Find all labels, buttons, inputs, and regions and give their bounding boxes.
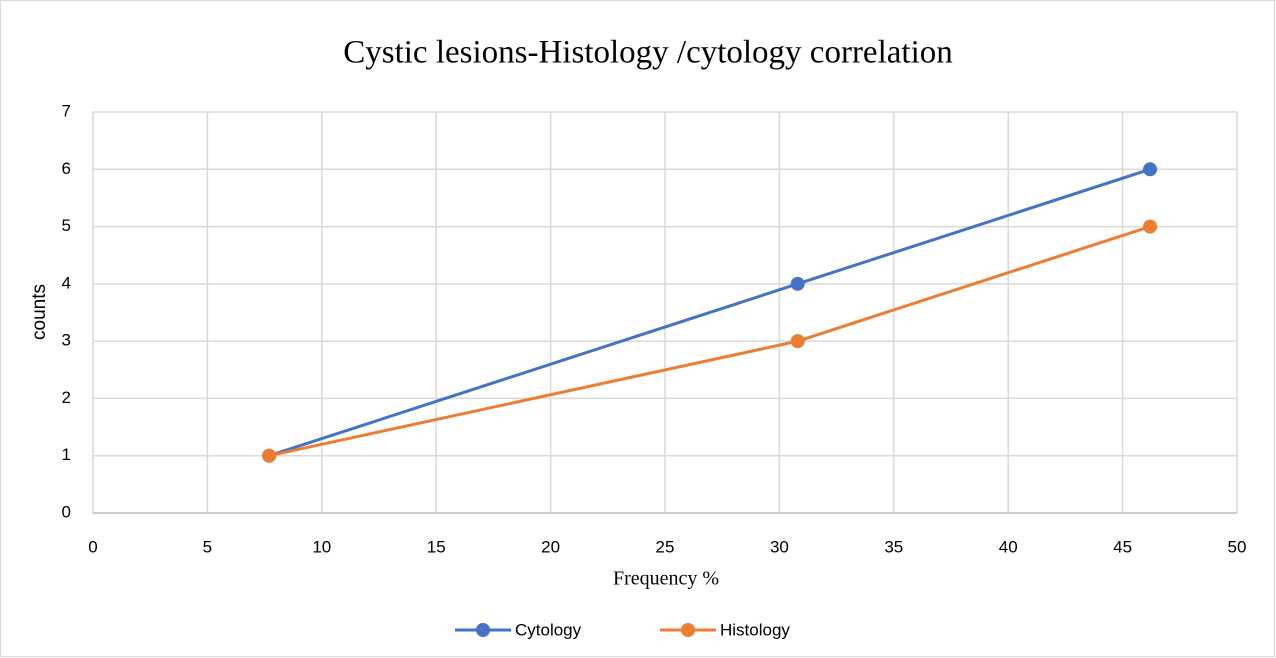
y-tick-label: 1 <box>62 445 71 464</box>
series-point <box>262 448 277 463</box>
x-tick-label: 20 <box>541 537 560 556</box>
series-point <box>790 276 805 291</box>
x-tick-label: 5 <box>203 537 212 556</box>
x-tick-label: 50 <box>1228 537 1247 556</box>
y-tick-label: 2 <box>62 388 71 407</box>
y-tick-label: 6 <box>62 159 71 178</box>
x-tick-label: 25 <box>656 537 675 556</box>
x-axis-title: Frequency % <box>613 568 719 590</box>
x-tick-label: 45 <box>1113 537 1132 556</box>
series-point <box>1143 162 1158 177</box>
y-tick-label: 5 <box>62 216 71 235</box>
x-tick-label: 15 <box>427 537 446 556</box>
y-tick-label: 3 <box>62 331 71 350</box>
chart-title: Cystic lesions-Histology /cytology corre… <box>343 35 953 71</box>
y-tick-label: 7 <box>62 101 71 120</box>
legend-label: Histology <box>720 620 790 639</box>
series-point <box>1143 219 1158 234</box>
series-point <box>790 334 805 349</box>
x-tick-label: 10 <box>312 537 331 556</box>
legend-marker <box>476 623 490 637</box>
y-tick-label: 0 <box>62 502 71 521</box>
x-tick-label: 0 <box>88 537 97 556</box>
x-tick-label: 35 <box>884 537 903 556</box>
legend-marker <box>681 623 695 637</box>
y-tick-label: 4 <box>62 273 71 292</box>
x-tick-label: 40 <box>999 537 1018 556</box>
legend-label: Cytology <box>515 620 582 639</box>
y-axis-title: counts <box>29 284 50 340</box>
x-tick-label: 30 <box>770 537 789 556</box>
